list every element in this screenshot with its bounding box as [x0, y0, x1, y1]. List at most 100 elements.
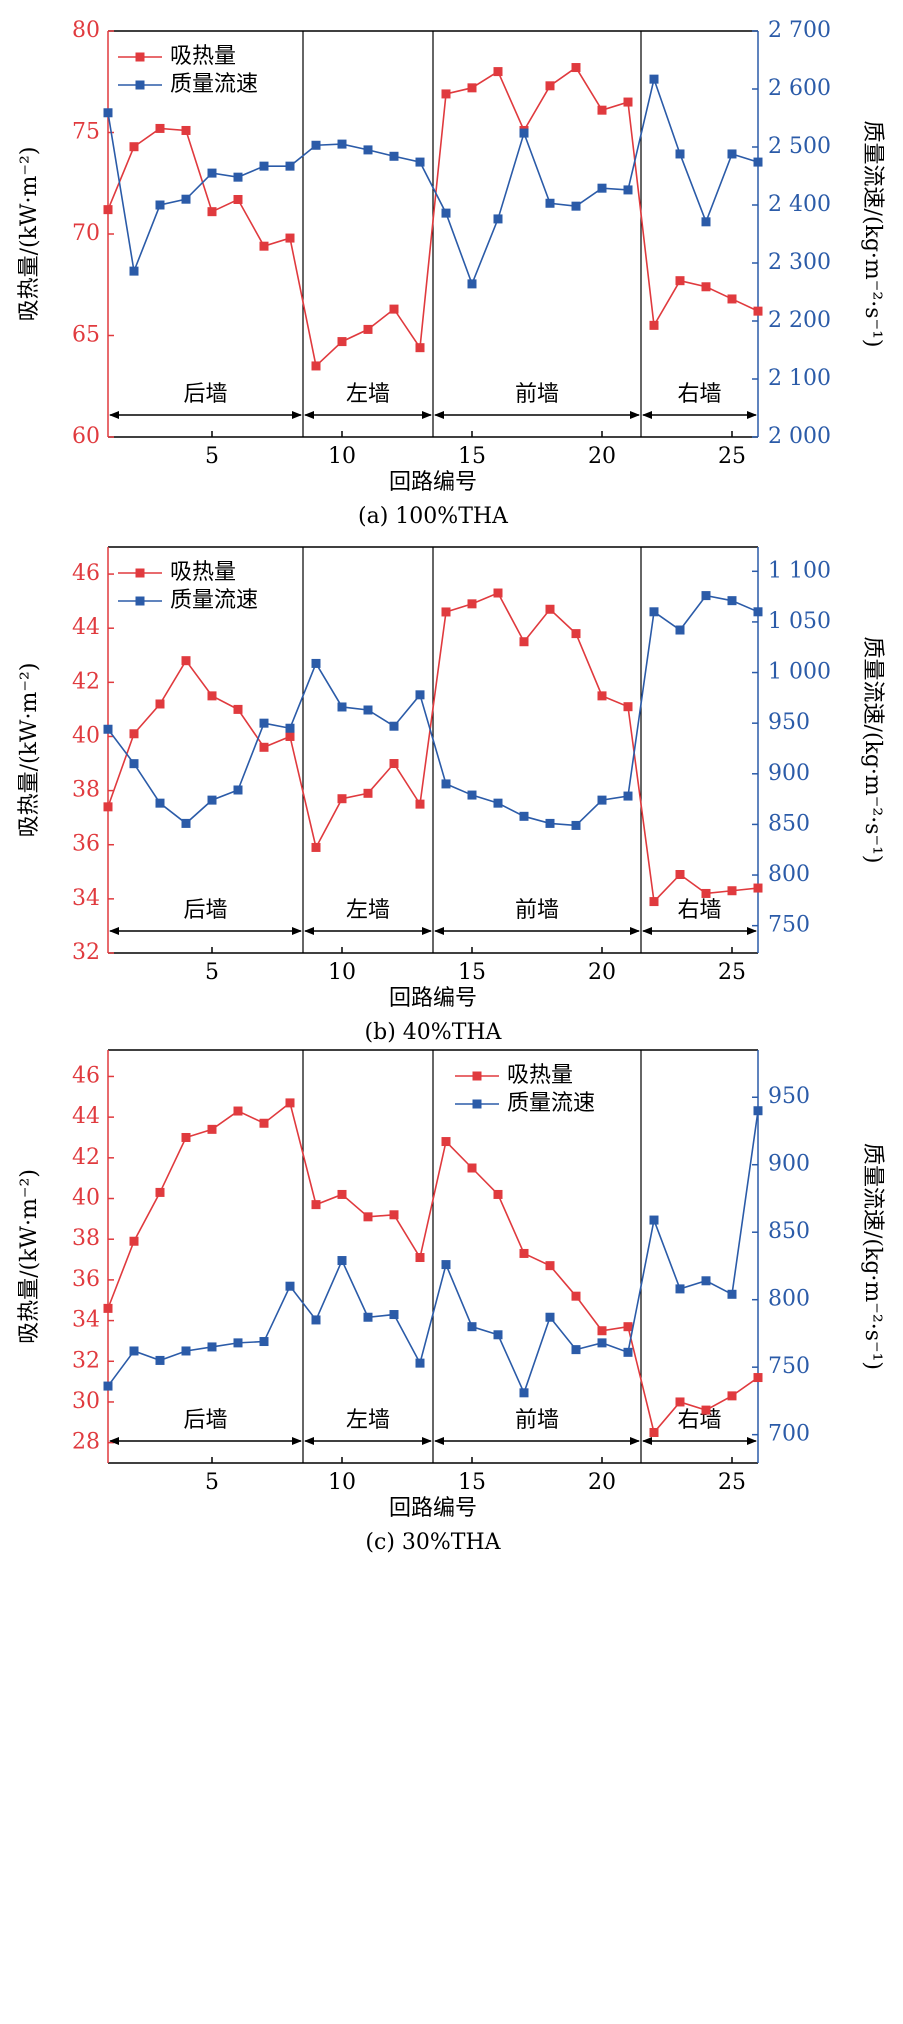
- marker: [493, 588, 503, 598]
- marker: [571, 1345, 581, 1355]
- y-tick-label: 42: [72, 1145, 100, 1170]
- y2-tick-label: 950: [768, 710, 810, 735]
- marker: [597, 1326, 607, 1336]
- marker: [545, 1261, 555, 1271]
- y2-tick-label: 900: [768, 1152, 810, 1177]
- marker: [467, 599, 477, 609]
- y-tick-label: 36: [72, 832, 100, 857]
- y2-tick-label: 800: [768, 862, 810, 887]
- marker: [493, 214, 503, 224]
- y2-tick-label: 2 300: [768, 250, 831, 275]
- marker: [337, 1256, 347, 1266]
- marker: [337, 1189, 347, 1199]
- marker: [493, 798, 503, 808]
- caption: (c) 30%THA: [365, 1530, 501, 1555]
- x-tick-label: 25: [718, 444, 746, 469]
- marker: [155, 699, 165, 709]
- marker: [181, 194, 191, 204]
- marker: [493, 67, 503, 77]
- marker: [441, 208, 451, 218]
- marker: [467, 1163, 477, 1173]
- marker: [129, 266, 139, 276]
- x-axis-label: 回路编号: [389, 470, 477, 495]
- marker: [649, 1427, 659, 1437]
- marker: [753, 1106, 763, 1116]
- y2-tick-label: 800: [768, 1287, 810, 1312]
- marker: [649, 607, 659, 617]
- marker: [753, 157, 763, 167]
- marker: [597, 795, 607, 805]
- marker: [441, 89, 451, 99]
- marker: [285, 731, 295, 741]
- marker: [701, 591, 711, 601]
- legend-label: 质量流速: [507, 1091, 595, 1116]
- caption: (a) 100%THA: [358, 504, 509, 529]
- y-tick-label: 40: [72, 723, 100, 748]
- y-tick-label: 44: [72, 615, 100, 640]
- marker: [285, 1098, 295, 1108]
- region-label: 前墙: [515, 382, 559, 407]
- marker: [389, 1210, 399, 1220]
- marker: [233, 785, 243, 795]
- marker: [103, 108, 113, 118]
- marker: [519, 128, 529, 138]
- y2-tick-label: 2 600: [768, 76, 831, 101]
- marker: [155, 1355, 165, 1365]
- y-tick-label: 46: [72, 1063, 100, 1088]
- marker: [311, 1315, 321, 1325]
- y-tick-label: 32: [72, 940, 100, 965]
- marker: [285, 723, 295, 733]
- y2-tick-label: 750: [768, 1354, 810, 1379]
- chart-panel: 32 34 36 38 40 42 44 46 750 800 850 900 950 1 000 1 05…: [17, 546, 885, 1045]
- region-label: 后墙: [183, 382, 227, 407]
- marker: [129, 759, 139, 769]
- marker: [727, 1289, 737, 1299]
- y-tick-label: 36: [72, 1267, 100, 1292]
- marker: [415, 690, 425, 700]
- marker: [493, 1189, 503, 1199]
- marker: [545, 81, 555, 91]
- x-tick-label: 25: [718, 1470, 746, 1495]
- x-tick-label: 10: [328, 1470, 356, 1495]
- y2-tick-label: 2 400: [768, 192, 831, 217]
- marker: [259, 742, 269, 752]
- marker: [311, 140, 321, 150]
- legend-label: 质量流速: [170, 588, 258, 613]
- marker: [181, 1346, 191, 1356]
- marker: [103, 205, 113, 215]
- y2-tick-label: 750: [768, 913, 810, 938]
- y2-tick-label: 700: [768, 1422, 810, 1447]
- x-axis-label: 回路编号: [389, 1496, 477, 1521]
- x-axis-label: 回路编号: [389, 986, 477, 1011]
- y2-axis-label: 质量流速/(kg·m⁻²·s⁻¹): [860, 121, 885, 348]
- marker: [233, 1338, 243, 1348]
- legend-marker: [135, 568, 145, 578]
- y-tick-label: 42: [72, 669, 100, 694]
- y-tick-label: 32: [72, 1348, 100, 1373]
- y-axis-label: 吸热量/(kW·m⁻²): [17, 147, 42, 322]
- marker: [337, 139, 347, 149]
- marker: [155, 123, 165, 133]
- x-tick-label: 20: [588, 960, 616, 985]
- region-label: 左墙: [346, 898, 390, 923]
- marker: [701, 1276, 711, 1286]
- marker: [675, 276, 685, 286]
- marker: [623, 1347, 633, 1357]
- marker: [675, 1284, 685, 1294]
- y2-tick-label: 2 200: [768, 308, 831, 333]
- marker: [207, 1124, 217, 1134]
- marker: [519, 811, 529, 821]
- marker: [207, 691, 217, 701]
- legend-label: 吸热量: [507, 1063, 573, 1088]
- marker: [623, 97, 633, 107]
- y-tick-label: 80: [72, 18, 100, 43]
- region-label: 右墙: [677, 1408, 721, 1433]
- marker: [571, 1291, 581, 1301]
- y-tick-label: 34: [72, 886, 100, 911]
- marker: [753, 306, 763, 316]
- marker: [129, 729, 139, 739]
- marker: [623, 702, 633, 712]
- marker: [207, 207, 217, 217]
- marker: [363, 788, 373, 798]
- marker: [233, 704, 243, 714]
